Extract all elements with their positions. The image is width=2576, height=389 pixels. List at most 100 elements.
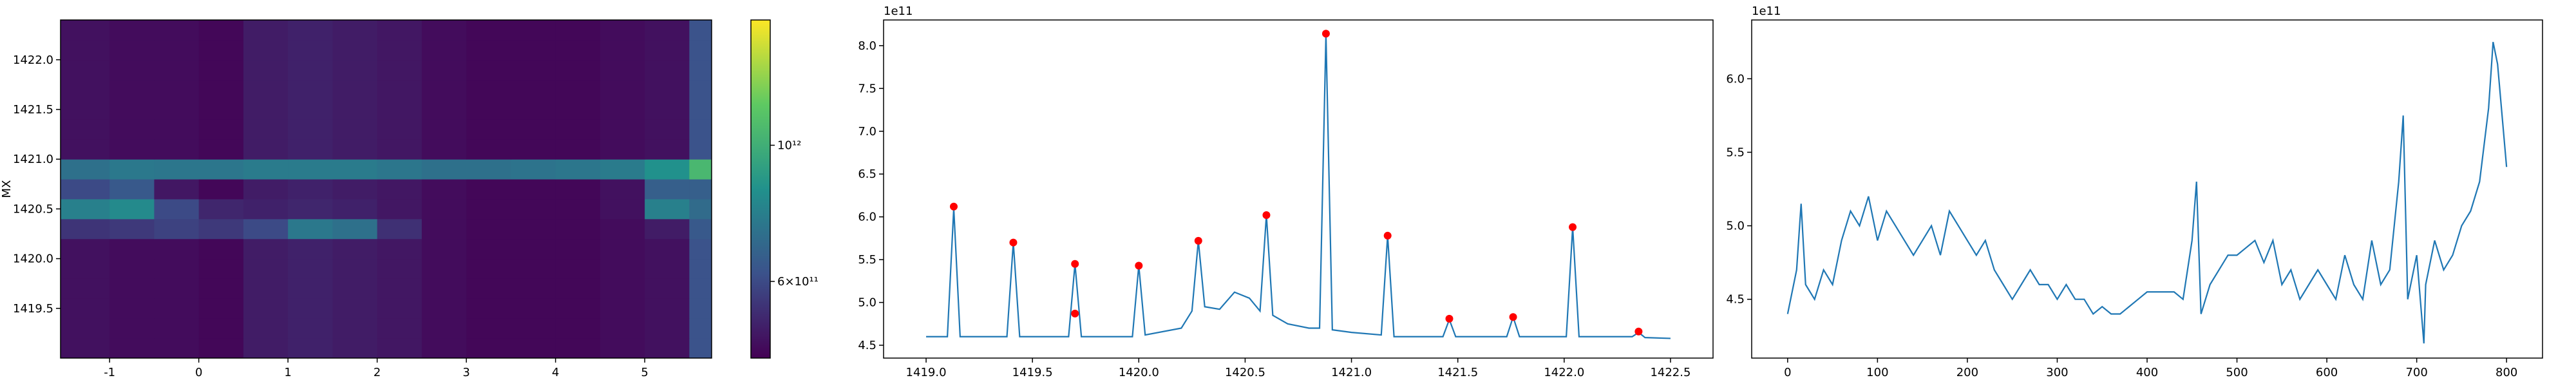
heatmap-cell — [645, 318, 690, 339]
y-tick-label: 5.0 — [1726, 220, 1745, 233]
heatmap-cell — [61, 198, 110, 220]
heatmap-cell — [511, 159, 556, 180]
heatmap-cell — [243, 298, 289, 319]
line-series — [926, 34, 1671, 339]
heatmap-cell — [511, 198, 556, 220]
y-tick-label: 1421.5 — [13, 103, 53, 117]
heatmap-cell — [109, 238, 155, 260]
x-tick-label: 600 — [2316, 366, 2338, 379]
heatmap-cell — [61, 318, 110, 339]
heatmap-cell — [689, 278, 712, 299]
heatmap-cell — [689, 338, 712, 359]
x-tick-label: 0 — [195, 366, 202, 379]
x-tick-label: 3 — [462, 366, 469, 379]
heatmap-cell — [555, 99, 601, 120]
peak-marker — [1071, 309, 1079, 318]
heatmap-cell — [645, 39, 690, 61]
heatmap-cell — [555, 298, 601, 319]
x-tick-label: 100 — [1866, 366, 1888, 379]
heatmap-cell — [61, 338, 110, 359]
heatmap-cell — [332, 338, 378, 359]
heatmap-cell — [689, 79, 712, 100]
heatmap-cell — [109, 278, 155, 299]
heatmap-cell — [600, 20, 645, 41]
heatmap-cell — [645, 99, 690, 120]
heatmap-cell — [332, 119, 378, 140]
y-tick-label: 8.0 — [858, 39, 876, 53]
heatmap-cell — [600, 278, 645, 299]
heatmap-cell — [198, 278, 244, 299]
heatmap-cell — [421, 298, 467, 319]
heatmap-cell — [689, 218, 712, 240]
heatmap-cell — [600, 218, 645, 240]
heatmap-cell — [288, 318, 333, 339]
heatmap-cell — [511, 338, 556, 359]
heatmap-cell — [421, 318, 467, 339]
x-tick-label: 1421.5 — [1437, 366, 1478, 379]
heatmap-cell — [466, 179, 511, 200]
heatmap-cell — [466, 258, 511, 279]
heatmap-cell — [243, 79, 289, 100]
heatmap-cell — [288, 20, 333, 41]
heatmap-cell — [689, 238, 712, 260]
heatmap-cell — [555, 139, 601, 160]
heatmap-cell — [154, 198, 200, 220]
x-tick-label: 2 — [374, 366, 381, 379]
heatmap-cell — [332, 258, 378, 279]
heatmap-cell — [109, 139, 155, 160]
heatmap-cell — [421, 179, 467, 200]
heatmap-cell — [689, 179, 712, 200]
heatmap-cell — [61, 238, 110, 260]
x-tick-label: 1421.0 — [1331, 366, 1372, 379]
heatmap-cell — [61, 59, 110, 81]
heatmap-cell — [600, 99, 645, 120]
heatmap-cell — [421, 119, 467, 140]
heatmap-cell — [61, 79, 110, 100]
y-tick-label: 6.0 — [858, 211, 876, 224]
y-tick-label: 6.5 — [858, 167, 876, 181]
heatmap-cell — [154, 318, 200, 339]
heatmap-cell — [243, 59, 289, 81]
heatmap-cell — [421, 278, 467, 299]
heatmap-cell — [689, 59, 712, 81]
heatmap-cell — [61, 179, 110, 200]
heatmap-cell — [332, 298, 378, 319]
heatmap-cell — [466, 119, 511, 140]
heatmap-cell — [154, 159, 200, 180]
heatmap-cell — [600, 159, 645, 180]
heatmap-cell — [109, 99, 155, 120]
heatmap-cell — [645, 179, 690, 200]
heatmap-cell — [645, 258, 690, 279]
heatmap-cell — [689, 119, 712, 140]
heatmap-cell — [198, 298, 244, 319]
heatmap-cell — [555, 39, 601, 61]
heatmap-cell — [466, 198, 511, 220]
x-tick-label: 700 — [2405, 366, 2427, 379]
heatmap-cell — [645, 139, 690, 160]
heatmap-cell — [421, 238, 467, 260]
heatmap-cell — [332, 218, 378, 240]
heatmap-cell — [288, 198, 333, 220]
heatmap-cell — [61, 278, 110, 299]
heatmap-cell — [243, 198, 289, 220]
heatmap-cell — [332, 278, 378, 299]
heatmap-cell — [198, 119, 244, 140]
y-tick-label: 5.5 — [1726, 146, 1745, 159]
heatmap-cell — [243, 119, 289, 140]
heatmap-cell — [466, 99, 511, 120]
heatmap-cell — [511, 278, 556, 299]
axes-frame — [883, 19, 1714, 359]
heatmap-cell — [243, 139, 289, 160]
heatmap-cell — [288, 119, 333, 140]
heatmap-cell — [600, 39, 645, 61]
heatmap-cell — [600, 119, 645, 140]
heatmap-cell — [377, 218, 422, 240]
peak-marker — [1071, 260, 1079, 268]
heatmap-cell — [288, 338, 333, 359]
heatmap-cell — [288, 79, 333, 100]
x-tick-label: 400 — [2136, 366, 2158, 379]
heatmap-cell — [109, 338, 155, 359]
heatmap-cell — [288, 298, 333, 319]
heatmap-cell — [645, 119, 690, 140]
heatmap-cell — [154, 119, 200, 140]
